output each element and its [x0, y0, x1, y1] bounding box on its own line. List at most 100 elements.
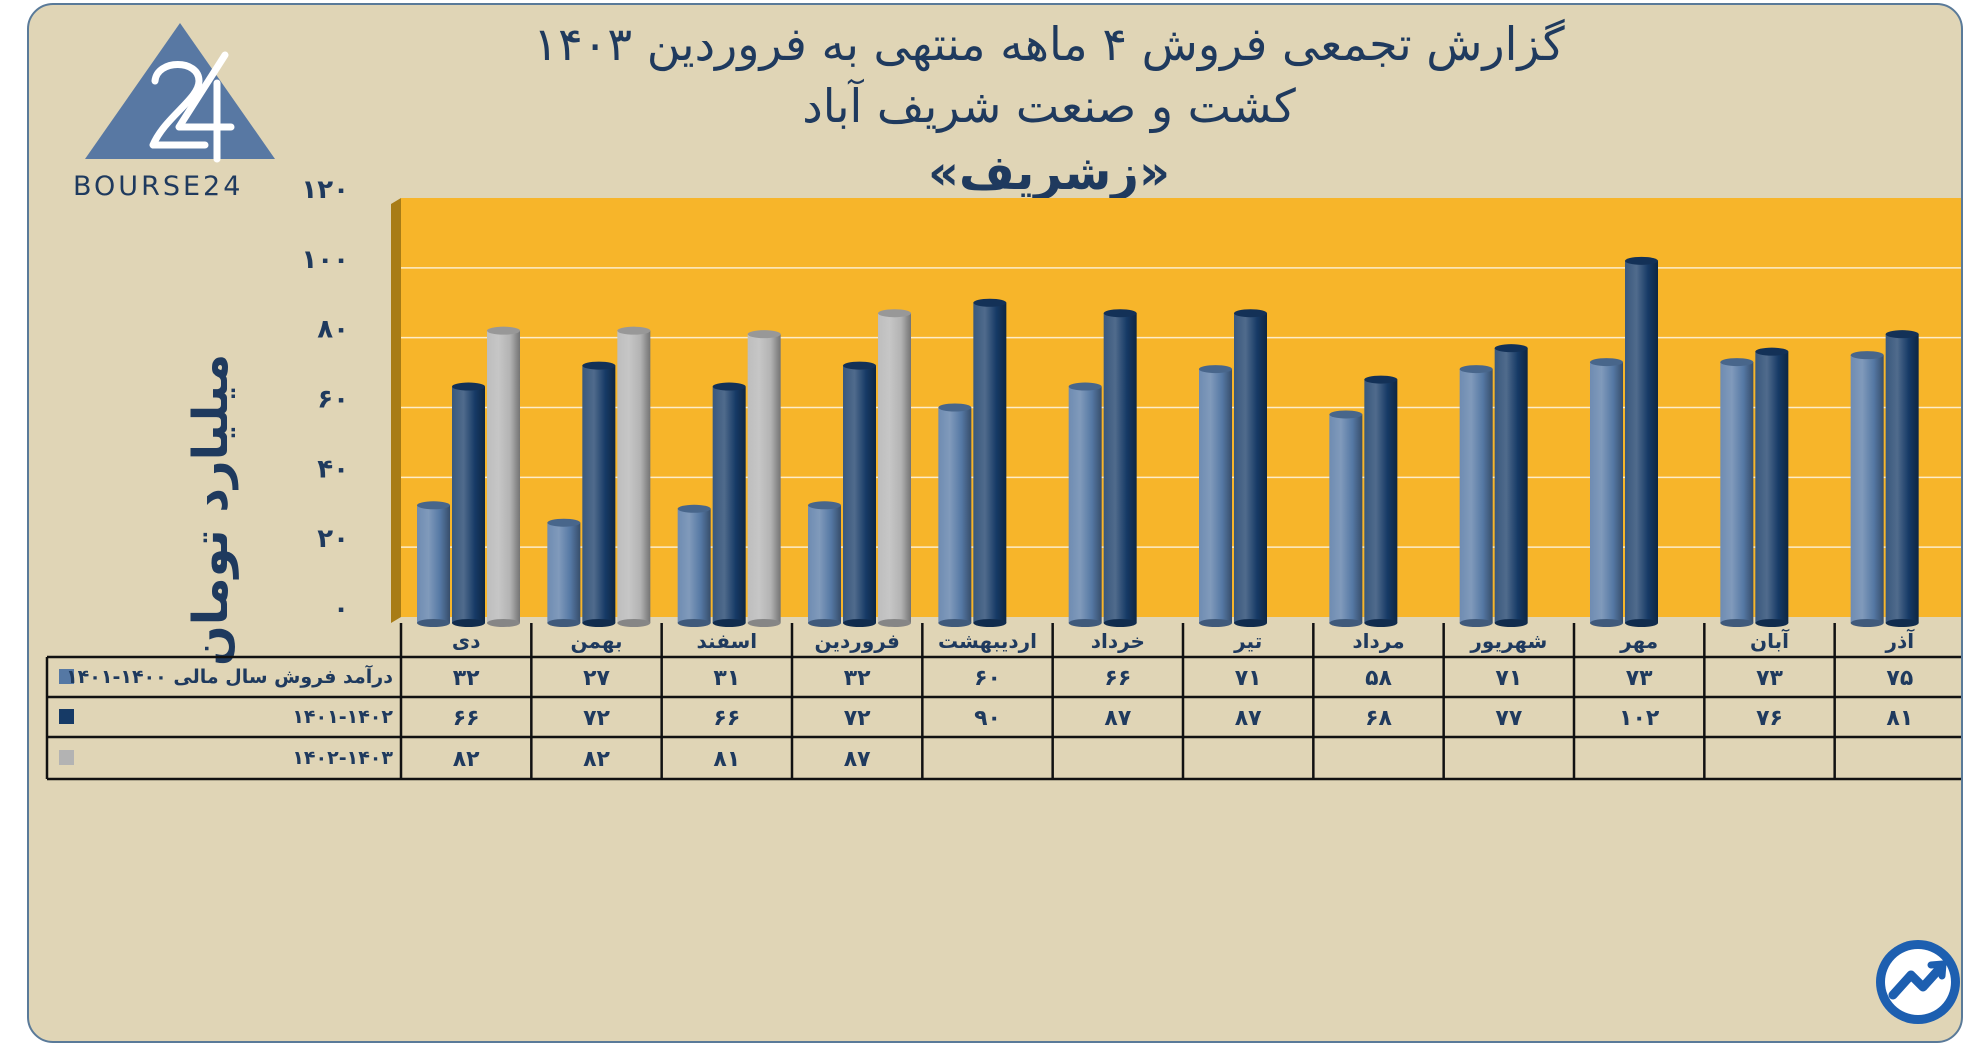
data-label: ۸۱ [1886, 706, 1913, 731]
bar-2 [1625, 256, 1658, 627]
bar-base [843, 619, 876, 627]
bar-base [1885, 619, 1919, 627]
category-label: بهمن [570, 629, 622, 653]
bar-body [452, 386, 485, 623]
category-label: مرداد [1352, 629, 1404, 653]
data-label: ۸۷ [1235, 706, 1262, 731]
bar-1 [938, 403, 972, 627]
data-label: ۷۵ [1886, 666, 1913, 691]
data-label: ۳۱ [713, 666, 740, 691]
category-label: خرداد [1091, 629, 1145, 653]
bar-body [712, 386, 746, 623]
bar-base [808, 619, 841, 627]
data-label: ۵۸ [1365, 666, 1392, 691]
bar-body [973, 302, 1007, 623]
bar-body [1329, 414, 1363, 623]
data-label: ۸۷ [844, 747, 871, 772]
bar-base [1103, 619, 1137, 627]
bar-body [1590, 362, 1623, 623]
chart-svg: ۰ ۲۰ ۴۰ ۶۰ ۸۰ ۱۰۰ ۱۲۰ میلیارد تومان آذر آبان مهر شه… [45, 175, 1961, 781]
data-label: ۷۳ [1756, 666, 1783, 691]
bar-cap [617, 326, 651, 335]
bar-cap [487, 326, 520, 335]
legend-swatch [59, 709, 74, 724]
data-label: ۶۶ [713, 706, 740, 731]
bar-cap [1850, 351, 1884, 360]
bar-2 [843, 361, 876, 627]
data-label: ۶۸ [1365, 706, 1392, 731]
bar-base [1755, 619, 1789, 627]
bar-1 [808, 501, 841, 627]
data-label: ۶۶ [453, 706, 480, 731]
bar-body [1103, 313, 1137, 623]
bar-body [1068, 386, 1102, 623]
data-label: ۷۶ [1756, 706, 1783, 731]
bar-base [582, 619, 616, 627]
bar-base [1364, 619, 1398, 627]
bar-cap [1234, 309, 1267, 318]
bar-cap [1329, 410, 1363, 419]
bar-body [747, 334, 781, 623]
bar-1 [547, 518, 581, 627]
bar-body [1364, 379, 1398, 623]
bar-base [1234, 619, 1267, 627]
bar-base [1494, 619, 1528, 627]
bar-2 [1364, 375, 1398, 627]
category-label: آذر [1885, 628, 1916, 653]
bourse24-logo-icon [85, 23, 275, 163]
bar-cap [1199, 365, 1232, 374]
bar-body [547, 522, 581, 623]
chart-title-line3: «زشریف» [928, 145, 1170, 201]
bar-1 [1720, 358, 1754, 627]
data-label: ۷۷ [1495, 706, 1522, 731]
bar-1 [1459, 365, 1493, 627]
bar-body [843, 365, 876, 623]
bar-base [938, 619, 972, 627]
y-tick-label: ۶۰ [317, 385, 349, 415]
bar-body [878, 313, 911, 623]
bar-cap [938, 403, 972, 412]
category-label: تیر [1233, 629, 1262, 653]
logo-text: BOURSE24 [73, 171, 244, 202]
category-label: مهر [1619, 629, 1658, 653]
bar-cap [878, 309, 911, 318]
bar-base [1329, 619, 1363, 627]
bar-base [747, 619, 781, 627]
bar-cap [1103, 309, 1137, 318]
data-label: ۶۰ [974, 666, 1001, 691]
bar-base [617, 619, 651, 627]
bar-body [1625, 260, 1658, 623]
bar-cap [1068, 382, 1102, 391]
bar-1 [1329, 410, 1363, 627]
bar-cap [1885, 330, 1919, 339]
legend-label: ۱۴۰۱-۱۴۰۲ [292, 706, 393, 728]
data-label: ۲۷ [583, 666, 610, 691]
bar-base [417, 619, 450, 627]
category-label: فروردین [815, 629, 900, 653]
bar-cap [547, 518, 581, 527]
legend-swatch [59, 669, 74, 684]
chart-frame: گزارش تجمعی فروش ۴ ماهه منتهی به فروردین… [27, 3, 1963, 1043]
legend-label: ۱۴۰۲-۱۴۰۳ [292, 747, 393, 769]
bar-cap [1625, 256, 1658, 265]
bar-cap [808, 501, 841, 510]
data-label: ۳۲ [844, 666, 871, 691]
trend-logo-icon [1876, 940, 1960, 1024]
legend-swatch [59, 750, 74, 765]
category-label: آبان [1750, 628, 1790, 653]
bar-2 [712, 382, 746, 627]
legend-label: درآمد فروش سال مالی ۱۴۰۰-۱۴۰۱ [66, 664, 393, 688]
bar-body [487, 330, 520, 623]
bar-cap [1755, 347, 1789, 356]
bar-body [808, 505, 841, 623]
bar-body [1494, 348, 1528, 623]
bar-1 [1199, 365, 1232, 627]
bar-3 [747, 330, 781, 627]
bar-body [1850, 355, 1884, 623]
data-label: ۷۱ [1495, 666, 1522, 691]
y-tick-label: ۸۰ [317, 315, 349, 345]
data-label: ۸۷ [1104, 706, 1131, 731]
bar-body [677, 508, 711, 623]
chart-title-line2: کشت و صنعت شریف آباد [802, 79, 1296, 133]
category-label: شهریور [1469, 629, 1547, 653]
